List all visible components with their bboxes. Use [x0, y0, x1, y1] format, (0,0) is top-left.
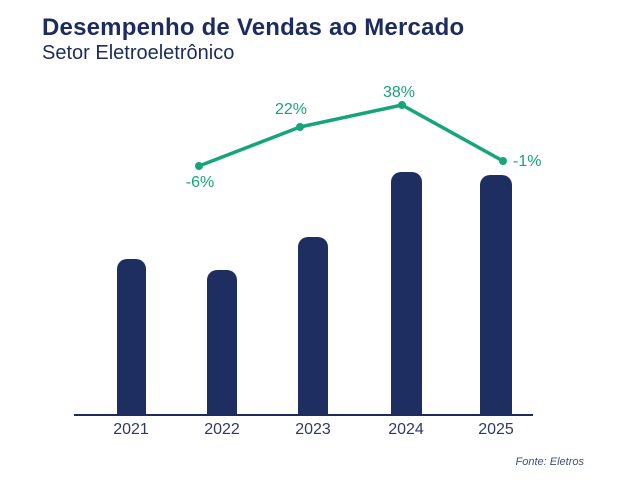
pct-label-2024: 38% [383, 84, 415, 101]
bar-2024 [390, 172, 422, 414]
pct-label-2023: 22% [275, 101, 307, 118]
pct-label-2025: -1% [513, 153, 541, 170]
source-note: Fonte: Eletros [515, 456, 584, 468]
x-tick-2022: 2022 [204, 421, 240, 438]
pct-label-2022: -6% [186, 174, 214, 191]
line-marker-2025 [499, 157, 507, 165]
x-tick-2025: 2025 [478, 421, 514, 438]
x-tick-2021: 2021 [113, 421, 149, 438]
page-subtitle: Setor Eletroeletrônico [42, 42, 235, 64]
bar-2022 [207, 270, 237, 414]
bar-2021 [116, 259, 146, 414]
line-marker-2024 [398, 101, 406, 109]
x-tick-2024: 2024 [388, 421, 424, 438]
growth-trend-line [197, 103, 505, 168]
bar-2023 [298, 237, 328, 414]
line-marker-2023 [296, 123, 304, 131]
line-marker-2022 [195, 162, 203, 170]
x-axis-line [74, 414, 533, 416]
bar-2025 [480, 175, 512, 414]
page-title: Desempenho de Vendas ao Mercado [42, 14, 465, 41]
x-tick-2023: 2023 [295, 421, 331, 438]
